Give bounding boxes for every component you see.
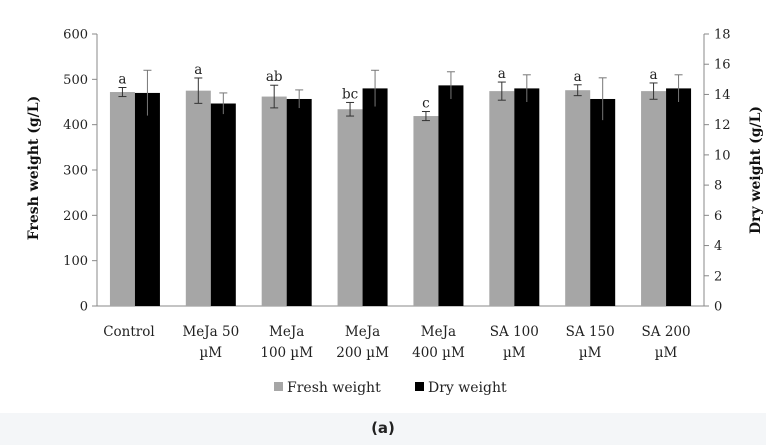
legend-label: Dry weight <box>428 380 507 396</box>
bar-fresh-weight <box>185 90 211 307</box>
right-tick-label: 8 <box>714 179 722 194</box>
bar-dry-weight <box>362 88 388 307</box>
x-tick-label: MeJa 50 <box>182 324 239 340</box>
bar-fresh-weight <box>337 109 363 307</box>
left-tick-label: 400 <box>63 118 88 133</box>
x-tick-label: SA 150 <box>566 324 615 340</box>
x-tick-label: 100 µM <box>260 345 313 361</box>
right-tick-label: 0 <box>714 300 722 315</box>
x-tick-label: MeJa <box>345 324 380 340</box>
bar-fresh-weight <box>261 96 287 306</box>
bar-dry-weight <box>666 88 692 307</box>
right-tick-label: 18 <box>714 28 731 43</box>
significance-letter: a <box>574 69 582 85</box>
x-tick-label: MeJa <box>421 324 456 340</box>
significance-letter: ab <box>266 69 283 85</box>
x-tick-label: MeJa <box>269 324 304 340</box>
right-tick-label: 12 <box>714 118 731 133</box>
x-tick-label: µM <box>200 345 223 361</box>
bar-dry-weight <box>438 85 464 306</box>
right-tick-label: 16 <box>714 58 731 73</box>
significance-letter: a <box>650 67 658 83</box>
error-bars-group <box>118 69 683 122</box>
x-tick-label: SA 100 <box>490 324 539 340</box>
bar-fresh-weight <box>641 91 667 307</box>
left-y-axis: 0 100 200 300 400 500 600 <box>63 28 704 315</box>
bar-fresh-weight <box>413 116 439 306</box>
left-tick-label: 200 <box>63 209 88 224</box>
left-tick-label: 0 <box>80 300 88 315</box>
left-tick-label: 100 <box>63 254 88 269</box>
bar-fresh-weight <box>109 92 135 306</box>
x-tick-label: µM <box>655 345 678 361</box>
right-tick-label: 4 <box>714 239 722 254</box>
x-tick-label: Control <box>103 324 154 340</box>
significance-letter: c <box>422 96 430 112</box>
significance-letter: bc <box>342 86 358 102</box>
legend-label: Fresh weight <box>287 380 381 396</box>
x-tick-label: µM <box>503 345 526 361</box>
significance-labels: a a ab bc c a a a <box>118 62 657 112</box>
right-axis-title: Dry weight (g/L) <box>748 106 764 234</box>
right-tick-label: 2 <box>714 269 722 284</box>
x-axis-categories: Control MeJa 50 µM MeJa 100 µM MeJa 200 µM MeJa… <box>103 324 690 361</box>
right-tick-label: 14 <box>714 88 731 103</box>
bar-dry-weight <box>134 92 160 306</box>
left-tick-label: 300 <box>63 164 88 179</box>
right-tick-label: 6 <box>714 209 722 224</box>
bar-dry-weight <box>514 88 540 307</box>
bar-fresh-weight <box>565 90 591 306</box>
left-axis-title: Fresh weight (g/L) <box>26 96 42 241</box>
x-tick-label: 200 µM <box>336 345 389 361</box>
significance-letter: a <box>498 66 506 82</box>
significance-letter: a <box>194 62 202 78</box>
x-tick-label: SA 200 <box>642 324 691 340</box>
bar-fresh-weight <box>489 91 515 307</box>
significance-letter: a <box>118 71 126 87</box>
figure-caption: (a) <box>371 419 395 437</box>
legend-swatch <box>415 382 424 391</box>
left-tick-label: 600 <box>63 28 88 43</box>
bar-dry-weight <box>590 98 616 306</box>
x-tick-label: µM <box>579 345 602 361</box>
left-tick-label: 500 <box>63 73 88 88</box>
right-tick-label: 10 <box>714 148 731 163</box>
bar-dry-weight <box>210 103 236 306</box>
x-tick-label: 400 µM <box>412 345 465 361</box>
chart-panel: 0 100 200 300 400 500 600 0 2 4 6 8 10 12 14 16 18 a a ab… <box>0 0 766 413</box>
legend: Fresh weight Dry weight <box>274 380 507 396</box>
legend-swatch <box>274 382 283 391</box>
bars-group <box>109 85 692 307</box>
right-y-axis: 0 2 4 6 8 10 12 14 16 18 <box>703 28 731 315</box>
bar-dry-weight <box>286 98 312 306</box>
